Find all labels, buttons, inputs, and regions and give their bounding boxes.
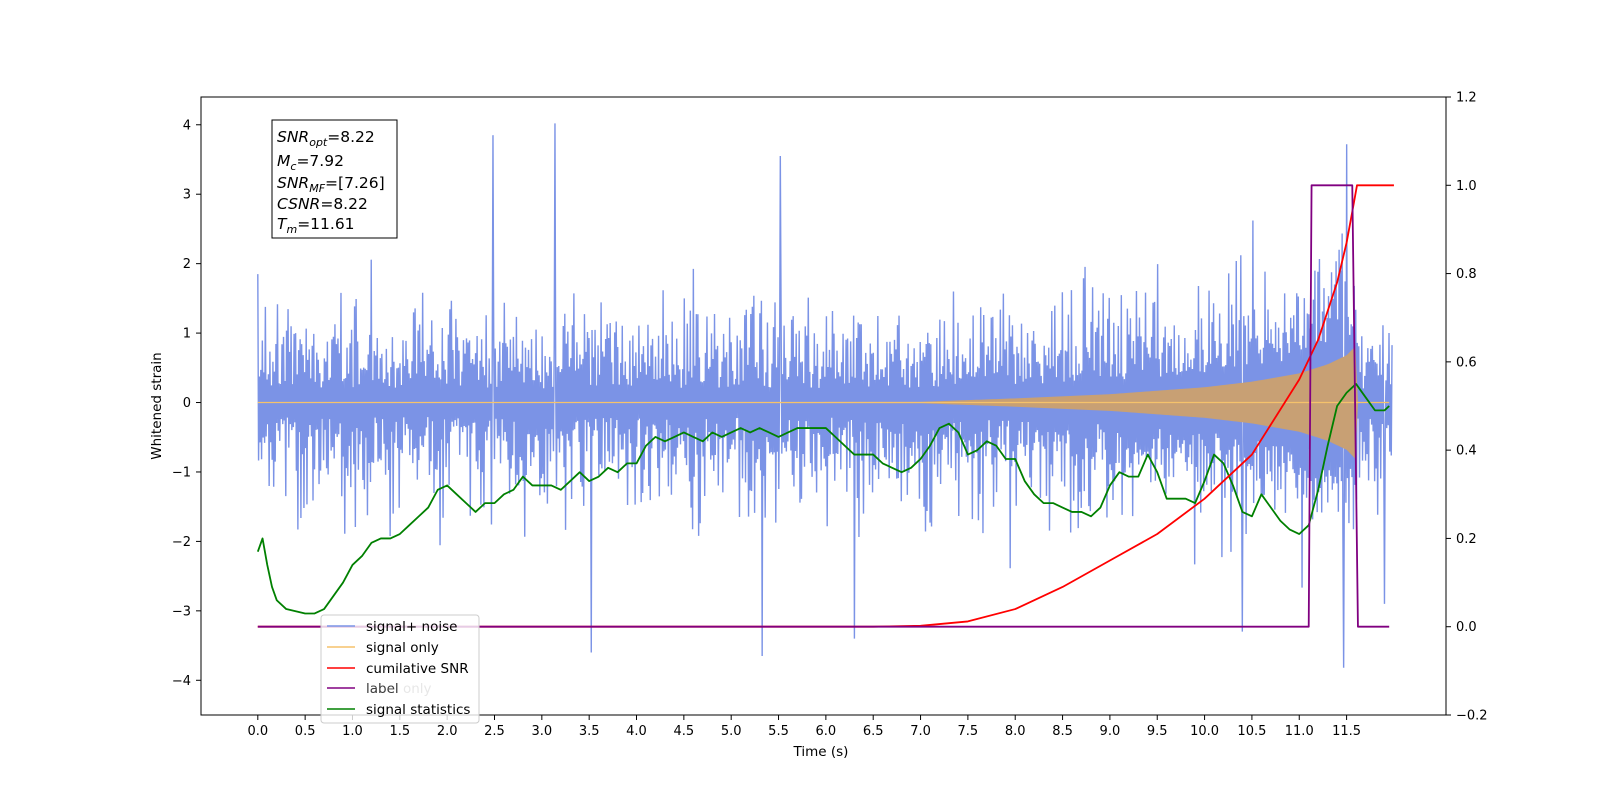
x-tick-label: 5.0 [721,724,742,739]
y-tick-label: −3 [172,604,191,619]
y-tick-label: −2 [172,535,191,550]
legend-label-label: label [366,681,399,697]
info-snr-mf-value: =[7.26] [325,174,385,192]
y-tick-label: 4 [183,118,191,133]
x-tick-label: 11.5 [1332,724,1361,739]
legend-label-signal: signal only [366,640,439,656]
x-axis-ticks: 0.0 0.5 1.0 1.5 2.0 2.5 3.0 3.5 4.0 4.5 5.0 5.5 6.0 6… [247,715,1361,739]
y-tick-label: 3 [183,188,191,203]
noise-line [257,123,1393,668]
y2-tick-label: 0.0 [1456,620,1477,635]
svg-text:SNRMF=[7.26]: SNRMF=[7.26] [277,174,385,195]
y-tick-label: 0 [183,396,191,411]
info-tm-sub: m [286,223,297,236]
x-tick-label: 4.0 [626,724,647,739]
y2-axis-ticks: 1.2 1.0 0.8 0.6 0.4 0.2 0.0 −0.2 [1446,91,1488,724]
x-tick-label: 2.5 [484,724,505,739]
y2-tick-label: 1.0 [1456,179,1477,194]
info-snr-mf-sub: MF [309,182,325,195]
info-snr-mf-main: SNR [277,174,309,192]
y-tick-label: −1 [172,465,191,480]
x-tick-label: 9.5 [1147,724,1168,739]
noise-series [257,123,1393,668]
svg-text:Mc=7.92: Mc=7.92 [277,152,344,173]
x-tick-label: 4.5 [674,724,695,739]
y2-tick-label: 0.2 [1456,532,1477,547]
info-csnr-value: =8.22 [320,195,368,213]
legend-label-statistics: signal statistics [366,702,470,718]
y2-tick-label: 1.2 [1456,91,1477,106]
x-tick-label: 7.0 [910,724,931,739]
info-box-border [271,119,398,239]
svg-text:SNRopt=8.22: SNRopt=8.22 [277,128,375,149]
legend-label-label-only: label only [366,681,432,697]
y-tick-label: 2 [183,257,191,272]
svg-text:CSNR=8.22: CSNR=8.22 [277,195,368,213]
y-axis-label: Whitened strain [149,352,165,459]
legend-label-cumulative-snr: cumilative SNR [366,661,469,677]
cumulative-snr-line [257,184,1394,628]
signal-series [257,346,1390,459]
info-csnr-main: CSNR [277,195,320,213]
info-snr-opt-main: SNR [277,128,309,146]
y-tick-label: 1 [183,327,191,342]
x-tick-label: 2.0 [437,724,458,739]
x-tick-label: 0.5 [295,724,316,739]
y2-tick-label: 0.6 [1456,355,1477,370]
y2-tick-label: 0.4 [1456,444,1477,459]
info-snr-opt-sub: opt [309,136,328,149]
plot-frame [200,96,1447,716]
x-tick-label: 3.0 [531,724,552,739]
info-snr-opt-value: =8.22 [327,128,375,146]
x-tick-label: 5.5 [768,724,789,739]
x-tick-label: 0.0 [247,724,268,739]
x-tick-label: 6.5 [863,724,884,739]
x-tick-label: 10.0 [1190,724,1219,739]
x-tick-label: 8.0 [1005,724,1026,739]
x-tick-label: 6.0 [816,724,837,739]
x-tick-label: 7.5 [958,724,979,739]
x-tick-label: 1.0 [342,724,363,739]
legend: signal+ noise signal only cumilative SNR… [320,614,480,724]
svg-text:Tm=11.61: Tm=11.61 [277,215,355,236]
signal-statistics-line [256,383,1390,615]
y2-tick-label: −0.2 [1456,709,1488,724]
info-mc-sub: c [290,160,296,173]
legend-box [320,614,480,724]
x-tick-label: 1.5 [389,724,410,739]
x-tick-label: 10.5 [1237,724,1266,739]
y-axis-ticks: 4 3 2 1 0 −1 −2 −3 −4 [172,118,201,689]
x-axis-label: Time (s) [793,744,849,760]
x-tick-label: 11.0 [1285,724,1314,739]
x-tick-label: 3.5 [579,724,600,739]
label-line [257,184,1390,628]
x-tick-label: 8.5 [1052,724,1073,739]
y2-tick-label: 0.8 [1456,267,1477,282]
right-axis-series [256,184,1394,628]
y-tick-label: −4 [172,674,191,689]
info-box: SNRopt=8.22 Mc=7.92 SNRMF=[7.26] CSNR=8.… [271,119,398,239]
info-tm-value: =11.61 [297,215,354,233]
legend-label-noise: signal+ noise [366,619,457,635]
info-mc-main: M [277,152,290,170]
x-tick-label: 9.0 [1100,724,1121,739]
info-tm-main: T [277,215,288,233]
info-mc-value: =7.92 [296,152,344,170]
